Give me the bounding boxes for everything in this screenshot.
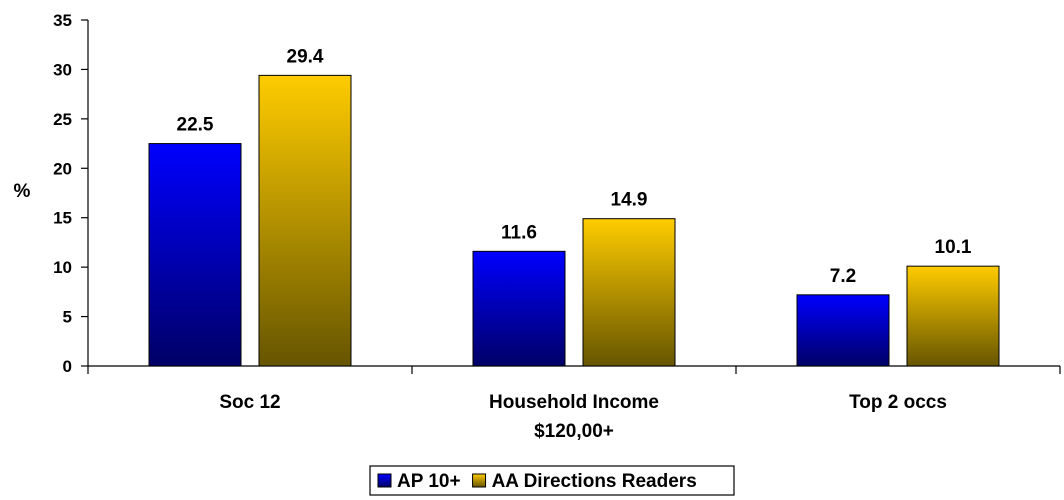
data-label: 29.4 — [287, 46, 324, 67]
legend: AP 10+ AA Directions Readers — [369, 465, 735, 496]
legend-swatch — [472, 473, 487, 488]
x-tick-label: Household Income $120,00+ — [489, 392, 659, 442]
data-label: 11.6 — [501, 222, 537, 243]
bar — [582, 218, 676, 367]
y-tick-label: 25 — [53, 110, 72, 129]
data-label: 10.1 — [935, 237, 972, 258]
bar — [472, 250, 566, 367]
y-tick-label: 20 — [53, 159, 72, 178]
bar — [148, 143, 242, 367]
bar — [906, 265, 1000, 367]
legend-label: AP 10+ — [397, 471, 461, 492]
y-tick-label: 10 — [53, 258, 72, 277]
x-tick-label: Soc 12 — [219, 392, 280, 413]
y-tick-label: 15 — [53, 209, 72, 228]
legend-swatch — [377, 473, 392, 488]
x-tick-label: Top 2 occs — [849, 392, 947, 413]
data-label: 22.5 — [177, 115, 214, 136]
bars: 22.5 29.4 11.6 14.9 7.2 10.1 — [148, 46, 1000, 367]
data-label: 14.9 — [611, 190, 648, 211]
y-axis-label: % — [14, 181, 31, 202]
y-tick-label: 30 — [53, 60, 72, 79]
legend-box — [369, 465, 735, 496]
data-label: 7.2 — [830, 266, 856, 287]
y-tick-label: 5 — [63, 308, 72, 327]
y-tick-label: 35 — [53, 11, 72, 30]
legend-label: AA Directions Readers — [492, 471, 697, 492]
axes: 0 5 10 15 20 25 30 35 Soc 12 Household Income $120… — [53, 11, 1061, 442]
y-tick-label: 0 — [63, 357, 72, 376]
bar — [796, 294, 890, 367]
bar — [258, 74, 352, 367]
